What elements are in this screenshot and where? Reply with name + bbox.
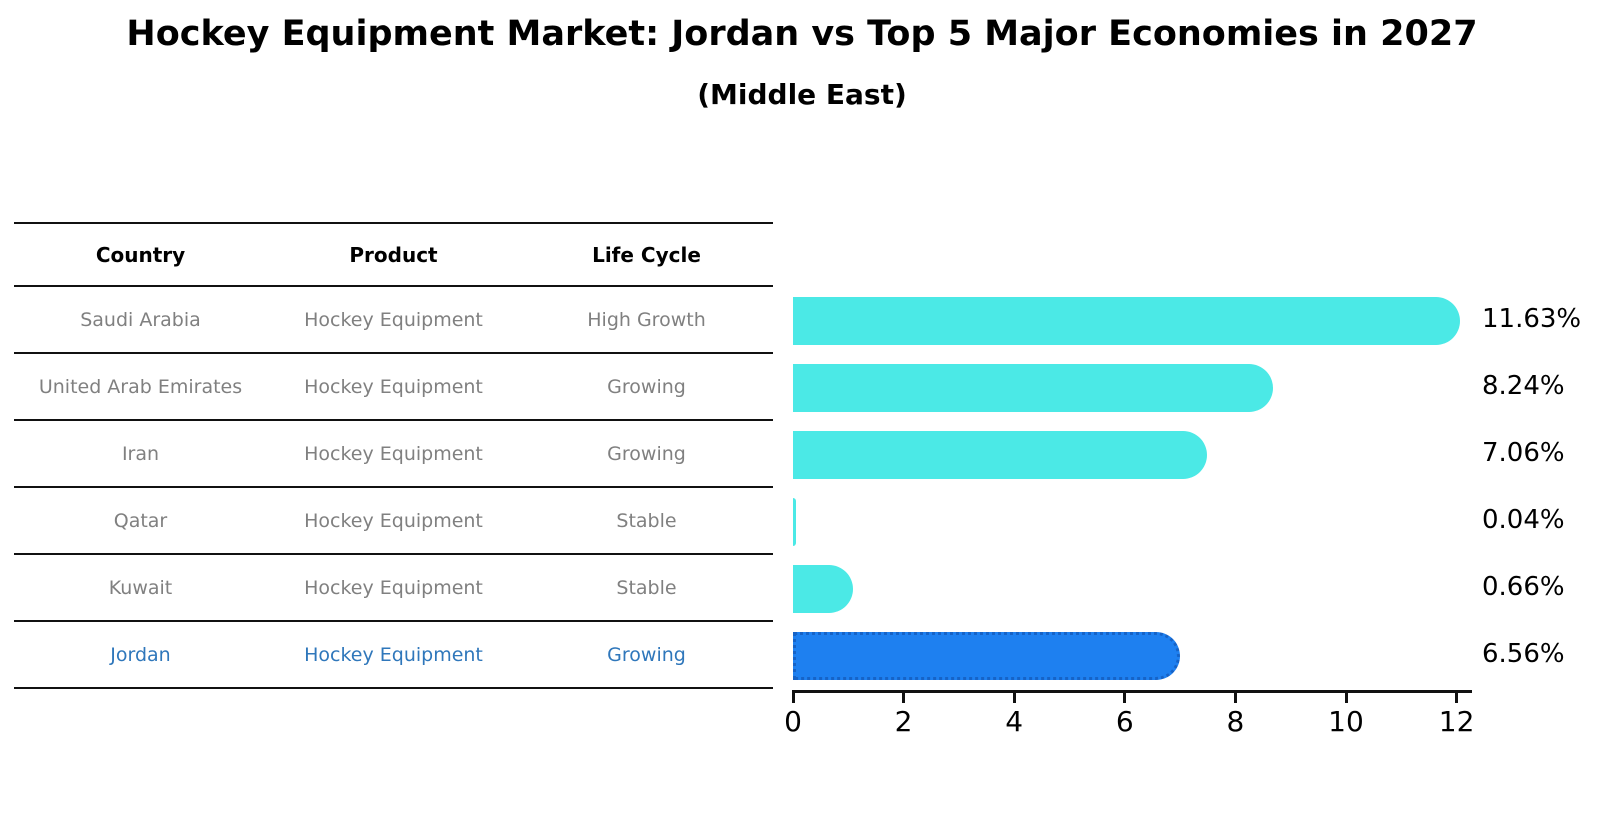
x-axis-tick-10 <box>1344 693 1348 703</box>
x-axis-tick-0 <box>791 693 795 703</box>
cell-country: Kuwait <box>108 576 173 599</box>
table-row: Qatar Hockey Equipment Stable <box>14 488 773 555</box>
cell-product: Hockey Equipment <box>304 576 483 599</box>
bar-iran <box>793 430 1208 479</box>
x-axis-tick-6 <box>1123 693 1127 703</box>
cell-country: Iran <box>121 442 160 465</box>
cell-lifecycle: Growing <box>607 442 686 465</box>
cell-lifecycle: Growing <box>607 643 686 666</box>
x-axis-tick-label-6: 6 <box>1115 705 1134 738</box>
x-axis-tick-label-2: 2 <box>894 705 913 738</box>
x-axis-tick-label-0: 0 <box>784 705 802 738</box>
x-axis-tick-label-4: 4 <box>1005 705 1024 738</box>
x-axis-tick-8 <box>1233 693 1237 703</box>
cell-product: Hockey Equipment <box>304 509 483 532</box>
cell-country: United Arab Emirates <box>38 375 243 398</box>
value-label-kuwait: 0.66% <box>1482 571 1565 602</box>
column-header-product: Product <box>349 242 438 267</box>
bar-qatar <box>793 497 796 546</box>
value-label-iran: 7.06% <box>1482 437 1565 468</box>
x-axis-tick-12 <box>1455 693 1459 703</box>
table-row: Saudi Arabia Hockey Equipment High Growt… <box>14 287 773 354</box>
bar-chart: 11.63% 8.24% 7.06% 0.04% 0.66% 6.56% 0 2 4 6 8 10 12 <box>784 287 1581 738</box>
cell-country: Saudi Arabia <box>80 308 201 331</box>
cell-product: Hockey Equipment <box>304 442 483 465</box>
cell-lifecycle: High Growth <box>587 308 706 331</box>
table-row: Iran Hockey Equipment Growing <box>14 421 773 488</box>
cell-product: Hockey Equipment <box>304 375 483 398</box>
chart-title: Hockey Equipment Market: Jordan vs Top 5… <box>126 14 1478 54</box>
x-axis-tick-label-10: 10 <box>1328 705 1364 738</box>
bar-united-arab-emirates <box>793 363 1273 412</box>
table-row: Jordan Hockey Equipment Growing <box>14 622 773 689</box>
column-header-country: Country <box>95 242 186 267</box>
cell-lifecycle: Stable <box>616 576 677 599</box>
cell-lifecycle: Stable <box>616 509 677 532</box>
value-label-united-arab-emirates: 8.24% <box>1482 370 1565 401</box>
table-row: United Arab Emirates Hockey Equipment Gr… <box>14 354 773 421</box>
value-label-saudi-arabia: 11.63% <box>1482 303 1582 334</box>
x-axis-tick-label-8: 8 <box>1226 705 1245 738</box>
bar-jordan <box>793 631 1180 680</box>
cell-lifecycle: Growing <box>607 375 686 398</box>
x-axis-tick-label-12: 12 <box>1438 705 1475 738</box>
value-label-jordan: 6.56% <box>1482 638 1565 669</box>
x-axis-tick-2 <box>902 693 906 703</box>
x-axis-line <box>792 690 1472 693</box>
cell-product: Hockey Equipment <box>304 308 483 331</box>
column-header-lifecycle: Life Cycle <box>592 242 701 267</box>
bar-saudi-arabia <box>793 296 1461 345</box>
country-table: Country Product Life Cycle Saudi Arabia … <box>14 222 773 689</box>
chart-subtitle: (Middle East) <box>697 78 907 111</box>
cell-country: Qatar <box>113 509 168 532</box>
bar-kuwait <box>793 564 854 613</box>
table-header-row: Country Product Life Cycle <box>14 222 773 287</box>
cell-product: Hockey Equipment <box>304 643 483 666</box>
value-label-qatar: 0.04% <box>1482 504 1565 535</box>
x-axis-tick-4 <box>1012 693 1016 703</box>
table-row: Kuwait Hockey Equipment Stable <box>14 555 773 622</box>
cell-country: Jordan <box>110 643 171 666</box>
table-body: Saudi Arabia Hockey Equipment High Growt… <box>14 287 773 689</box>
